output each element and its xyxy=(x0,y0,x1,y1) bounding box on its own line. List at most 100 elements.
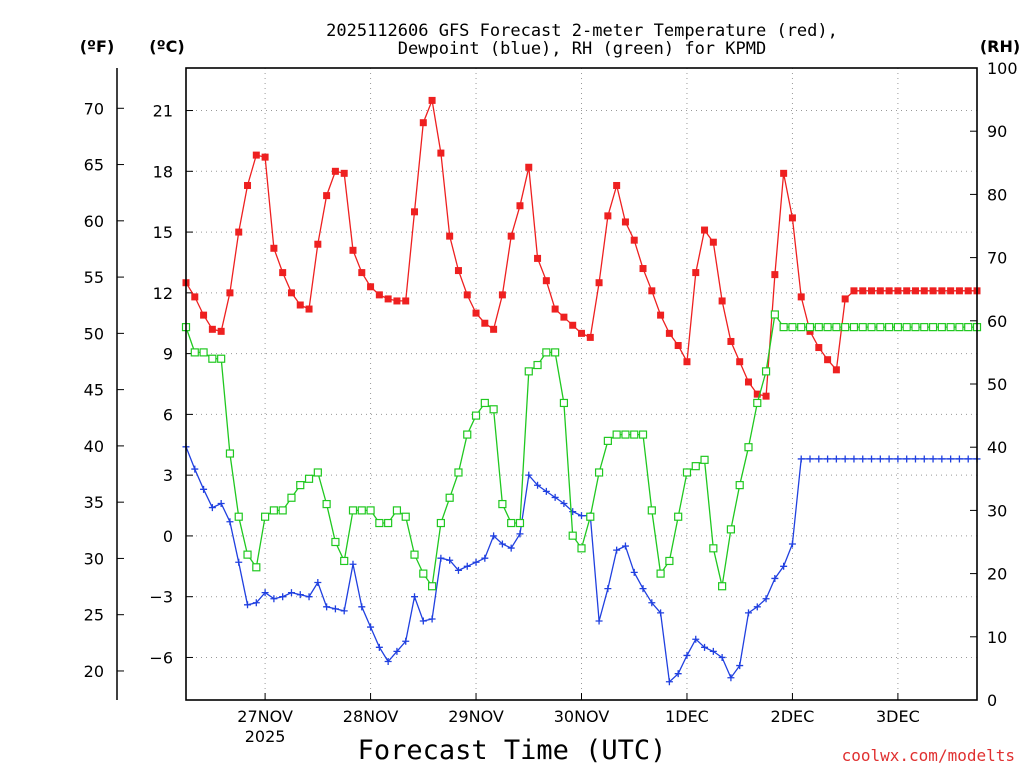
rh-point xyxy=(902,323,911,332)
rh-point xyxy=(674,512,683,521)
rh-point xyxy=(586,512,595,521)
time-tick-label: 30NOV xyxy=(554,707,610,726)
temperature-point xyxy=(419,119,427,127)
dewpoint-point xyxy=(744,609,752,617)
rh-tick-label: 40 xyxy=(987,438,1007,457)
rh-point xyxy=(814,323,823,332)
rh-point xyxy=(463,430,472,439)
rh-point xyxy=(770,310,779,319)
rh-series xyxy=(181,310,982,591)
temperature-point xyxy=(657,311,665,319)
temperature-point xyxy=(411,208,419,216)
dewpoint-point xyxy=(947,455,955,463)
fahrenheit-axis-unit: (ºF) xyxy=(80,37,115,56)
rh-point xyxy=(331,537,340,547)
dewpoint-point xyxy=(683,651,691,659)
temperature-point xyxy=(446,232,454,240)
temperature-point xyxy=(815,344,823,352)
time-tick-label: 2DEC xyxy=(771,707,815,726)
rh-point xyxy=(832,323,841,332)
temperature-point xyxy=(780,169,788,177)
rh-point xyxy=(287,493,296,502)
dewpoint-point xyxy=(841,455,849,463)
dewpoint-point xyxy=(340,607,348,615)
dewpoint-point xyxy=(534,481,542,489)
rh-point xyxy=(876,323,885,332)
time-tick-label: 27NOV xyxy=(237,707,293,726)
dewpoint-point xyxy=(938,455,946,463)
time-tick-year: 2025 xyxy=(245,727,286,746)
temperature-point xyxy=(551,305,559,313)
rh-axis: 0 10 20 30 40 50 60 70 80 90 100 xyxy=(970,59,1018,710)
dewpoint-point xyxy=(446,556,454,564)
dewpoint-point xyxy=(560,500,568,508)
temperature-point xyxy=(578,329,585,337)
rh-point xyxy=(384,518,393,528)
rh-point xyxy=(489,405,498,414)
temperature-point xyxy=(454,267,462,275)
rh-axis-unit: (RH) xyxy=(980,37,1020,56)
rh-point xyxy=(700,455,709,464)
dewpoint-point xyxy=(542,487,550,495)
dewpoint-point xyxy=(349,560,357,568)
rh-point xyxy=(779,323,788,332)
rh-tick-label: 100 xyxy=(987,59,1018,78)
dewpoint-point xyxy=(709,647,717,655)
temperature-point xyxy=(402,297,410,305)
temperature-point xyxy=(639,265,647,273)
rh-tick-label: 80 xyxy=(987,185,1007,204)
fahrenheit-tick-label: 50 xyxy=(84,324,104,343)
rh-point xyxy=(797,323,806,332)
rh-point xyxy=(920,323,929,332)
temperature-point xyxy=(560,313,568,321)
dewpoint-point xyxy=(815,455,823,463)
dewpoint-point xyxy=(375,643,383,651)
dewpoint-point xyxy=(191,465,199,473)
dewpoint-point xyxy=(305,593,313,601)
x-axis-title: Forecast Time (UTC) xyxy=(358,735,667,766)
dewpoint-point xyxy=(296,591,304,599)
dewpoint-point xyxy=(516,530,524,538)
celsius-tick-label: −6 xyxy=(149,648,173,667)
dewpoint-point xyxy=(920,455,928,463)
temperature-point xyxy=(736,358,744,366)
dewpoint-point xyxy=(331,605,339,613)
temperature-point xyxy=(331,167,339,175)
celsius-axis: −6 −3 0 3 6 9 12 15 18 21 xyxy=(149,102,193,667)
time-tick-label: 1DEC xyxy=(665,707,709,726)
time-tick-label: 3DEC xyxy=(876,707,920,726)
rh-point xyxy=(366,506,375,515)
dewpoint-point xyxy=(806,455,814,463)
time-tick-label: 29NOV xyxy=(448,707,504,726)
rh-point xyxy=(823,323,832,332)
temperature-point xyxy=(217,327,225,335)
fahrenheit-tick-label: 55 xyxy=(84,268,104,287)
temperature-point xyxy=(947,287,955,295)
temperature-point xyxy=(797,293,805,301)
dewpoint-point xyxy=(780,562,788,570)
dewpoint-point xyxy=(797,455,805,463)
rh-point xyxy=(471,411,481,420)
rh-point xyxy=(480,398,489,408)
dewpoint-point xyxy=(578,512,585,520)
dewpoint-point xyxy=(226,518,234,526)
dewpoint-point xyxy=(367,623,375,631)
temperature-point xyxy=(762,392,770,400)
temperature-point xyxy=(279,269,287,277)
credit-link[interactable]: coolwx.com/modelts xyxy=(842,746,1015,765)
celsius-tick-label: 6 xyxy=(163,405,173,424)
dewpoint-point xyxy=(613,546,621,554)
dewpoint-point xyxy=(788,540,796,548)
dewpoint-point xyxy=(657,609,665,617)
celsius-tick-label: 3 xyxy=(163,466,173,485)
temperature-point xyxy=(270,244,278,252)
dewpoint-point xyxy=(490,532,498,540)
dewpoint-point xyxy=(200,485,208,493)
rh-tick-label: 10 xyxy=(987,628,1007,647)
rh-point xyxy=(322,499,331,509)
dewpoint-point xyxy=(876,455,884,463)
rh-point xyxy=(340,556,349,566)
temperature-point xyxy=(621,218,629,226)
rh-point xyxy=(744,443,753,452)
rh-point xyxy=(568,531,577,540)
